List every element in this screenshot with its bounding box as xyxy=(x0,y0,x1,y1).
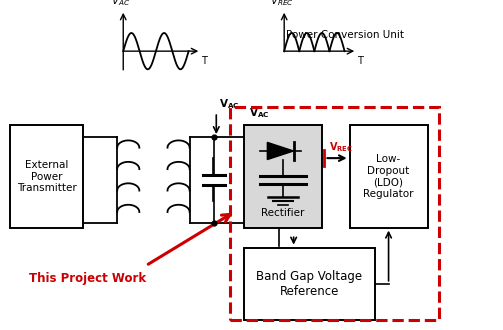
Text: Rectifier: Rectifier xyxy=(261,208,305,218)
Text: T: T xyxy=(357,56,363,66)
Text: Band Gap Voltage
Reference: Band Gap Voltage Reference xyxy=(257,270,362,298)
Bar xyxy=(244,125,322,228)
Bar xyxy=(230,107,439,320)
Text: $V_{REC}$: $V_{REC}$ xyxy=(270,0,294,8)
Text: $V_{AC}$: $V_{AC}$ xyxy=(111,0,130,8)
Bar xyxy=(244,248,375,320)
Text: Low-
Dropout
(LDO)
Regulator: Low- Dropout (LDO) Regulator xyxy=(363,154,414,199)
Text: Power Conversion Unit: Power Conversion Unit xyxy=(286,30,403,40)
Bar xyxy=(350,125,428,228)
Text: This Project Work: This Project Work xyxy=(30,272,146,285)
Polygon shape xyxy=(267,143,293,160)
Bar xyxy=(10,125,83,228)
Text: $\mathbf{V_{REC}}$: $\mathbf{V_{REC}}$ xyxy=(329,140,354,154)
Text: External
Power
Transmitter: External Power Transmitter xyxy=(17,160,76,193)
Text: $\mathbf{V_{AC}}$: $\mathbf{V_{AC}}$ xyxy=(219,97,239,111)
Text: T: T xyxy=(201,56,207,66)
Text: $\mathbf{V_{AC}}$: $\mathbf{V_{AC}}$ xyxy=(249,107,270,120)
